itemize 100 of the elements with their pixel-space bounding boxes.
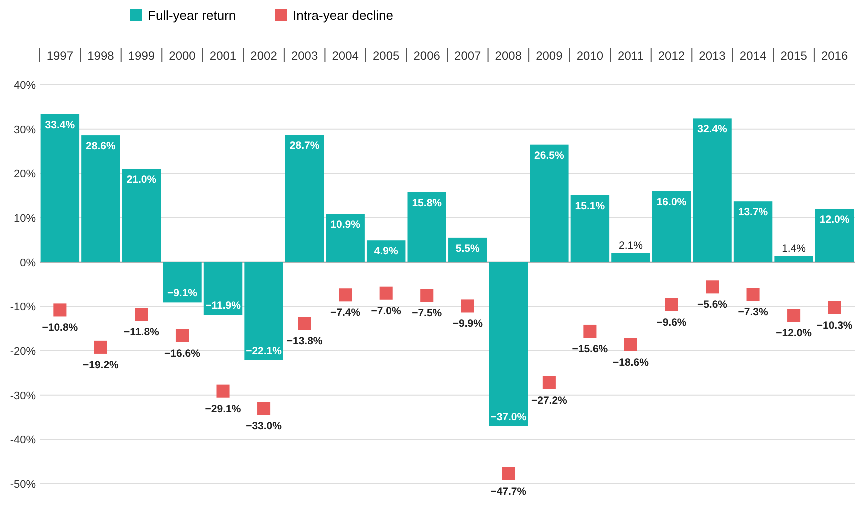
x-tick-label: 2000 bbox=[169, 49, 196, 63]
data-label: −19.2% bbox=[83, 359, 120, 372]
data-label: 28.6% bbox=[86, 140, 116, 153]
y-tick-label: 30% bbox=[14, 124, 36, 136]
bar bbox=[774, 256, 814, 262]
data-label: −11.8% bbox=[124, 326, 160, 339]
data-label: −9.1% bbox=[167, 288, 198, 300]
x-tick-label: 2016 bbox=[821, 49, 848, 63]
bar bbox=[570, 195, 610, 262]
data-label: 21.0% bbox=[126, 174, 158, 186]
y-tick-label: 10% bbox=[14, 213, 36, 225]
point bbox=[94, 340, 108, 354]
y-tick-label: 40% bbox=[14, 80, 36, 92]
x-tick-label: 1997 bbox=[46, 49, 74, 63]
x-tick-label: 1998 bbox=[88, 49, 115, 63]
data-label: −12.0% bbox=[776, 328, 813, 340]
data-label: −11.9% bbox=[206, 300, 242, 312]
y-tick-label: 0% bbox=[20, 257, 36, 270]
data-label: 2.1% bbox=[619, 240, 643, 252]
bar bbox=[815, 209, 854, 262]
x-tick-label: 2008 bbox=[495, 49, 522, 63]
bar bbox=[82, 136, 120, 262]
legend-label: Intra-year decline bbox=[293, 8, 394, 23]
bar bbox=[326, 214, 365, 262]
data-label: 16.0% bbox=[656, 196, 688, 208]
y-tick-label: 20% bbox=[14, 168, 36, 181]
bar bbox=[530, 144, 569, 262]
bar bbox=[244, 262, 284, 360]
point bbox=[502, 467, 516, 480]
bar bbox=[489, 262, 528, 426]
point bbox=[828, 301, 842, 315]
data-label: 5.5% bbox=[456, 242, 481, 255]
x-tick-label: 2001 bbox=[210, 49, 237, 63]
bar bbox=[693, 118, 732, 262]
x-tick-label: 2013 bbox=[699, 49, 726, 63]
point bbox=[624, 338, 638, 352]
x-tick-label: 2003 bbox=[291, 49, 318, 63]
point bbox=[706, 280, 720, 294]
data-label: 4.9% bbox=[374, 246, 399, 258]
bar bbox=[122, 169, 162, 262]
data-label: −47.7% bbox=[490, 486, 528, 498]
bar bbox=[652, 191, 692, 262]
x-tick-label: 2004 bbox=[332, 49, 360, 63]
y-tick-label: -50% bbox=[10, 479, 36, 491]
point bbox=[258, 402, 271, 416]
point bbox=[380, 286, 393, 300]
point bbox=[298, 316, 312, 330]
x-tick-label: 2015 bbox=[780, 49, 808, 63]
data-label: −13.8% bbox=[286, 336, 324, 348]
point bbox=[542, 376, 556, 390]
x-tick-label: 2011 bbox=[618, 49, 644, 63]
data-label: −7.3% bbox=[738, 306, 769, 319]
bar bbox=[163, 262, 202, 303]
y-tick-label: -20% bbox=[10, 346, 36, 358]
point bbox=[216, 384, 230, 398]
data-label: 28.7% bbox=[290, 140, 320, 152]
data-label: 13.7% bbox=[738, 206, 769, 219]
y-tick-label: -30% bbox=[10, 390, 36, 402]
data-label: 10.9% bbox=[330, 219, 362, 232]
x-tick-label: 1999 bbox=[128, 49, 156, 63]
point bbox=[54, 304, 67, 317]
data-label: −7.5% bbox=[412, 308, 443, 320]
bar bbox=[734, 202, 773, 262]
x-tick-label: 2014 bbox=[740, 49, 767, 63]
data-label: 15.1% bbox=[575, 200, 606, 212]
point bbox=[746, 288, 760, 302]
x-tick-label: 2002 bbox=[250, 49, 278, 63]
x-tick-label: 2010 bbox=[576, 49, 604, 63]
data-label: −9.9% bbox=[452, 318, 484, 330]
point bbox=[665, 298, 678, 312]
bar bbox=[285, 135, 324, 262]
data-label: −7.4% bbox=[330, 307, 362, 320]
bar bbox=[612, 253, 650, 262]
data-label: −16.6% bbox=[164, 348, 202, 360]
data-label: −37.0% bbox=[490, 411, 528, 424]
y-tick-label: -40% bbox=[10, 434, 36, 447]
data-label: −9.6% bbox=[656, 316, 688, 329]
data-label: −33.0% bbox=[246, 420, 283, 433]
data-label: 26.5% bbox=[534, 150, 565, 162]
point bbox=[420, 289, 434, 302]
data-label: −10.8% bbox=[42, 322, 79, 334]
x-tick-label: 2005 bbox=[372, 49, 400, 63]
data-label: 12.0% bbox=[820, 214, 850, 226]
point bbox=[461, 300, 474, 313]
data-label: −10.3% bbox=[816, 320, 854, 332]
data-label: −29.1% bbox=[205, 403, 242, 416]
data-label: −22.1% bbox=[246, 345, 283, 358]
data-label: −18.6% bbox=[613, 356, 650, 369]
x-tick-label: 2009 bbox=[536, 49, 564, 63]
bar bbox=[408, 192, 446, 262]
data-label: −7.0% bbox=[371, 305, 402, 318]
data-label: −5.6% bbox=[697, 299, 728, 312]
x-tick-label: 2012 bbox=[658, 49, 686, 63]
data-label: 33.4% bbox=[45, 119, 76, 132]
data-label: 32.4% bbox=[698, 124, 728, 136]
y-tick-label: -10% bbox=[10, 302, 36, 314]
x-tick-label: 2007 bbox=[454, 49, 482, 63]
data-label: −15.6% bbox=[572, 343, 609, 356]
bar bbox=[40, 114, 80, 262]
data-label: −27.2% bbox=[531, 394, 568, 407]
